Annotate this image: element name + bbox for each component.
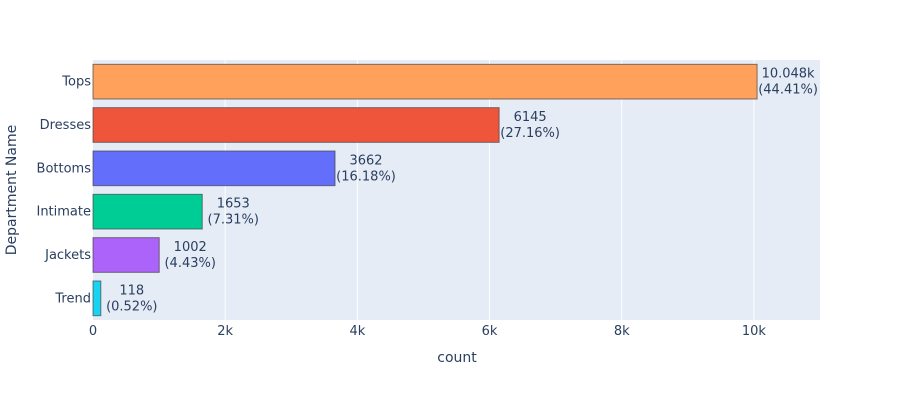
bar-dresses xyxy=(92,107,500,143)
value-label-tops: 10.048k xyxy=(762,67,815,82)
value-label-jackets: 1002 xyxy=(174,240,207,255)
bar-bottoms xyxy=(92,150,336,187)
percent-label-trend: (0.52%) xyxy=(106,299,157,314)
bars xyxy=(92,63,758,317)
value-label-intimate: 1653 xyxy=(217,197,250,212)
value-label-trend: 118 xyxy=(119,283,144,298)
plot-area xyxy=(93,60,820,320)
y-tick-label-dresses: Dresses xyxy=(40,118,92,133)
y-axis-title: Department Name xyxy=(4,125,20,255)
x-tick-label-2: 4k xyxy=(349,324,365,339)
percent-label-jackets: (4.43%) xyxy=(164,256,215,271)
y-tick-label-bottoms: Bottoms xyxy=(37,161,92,176)
bar-jackets xyxy=(92,237,160,273)
grid-lines xyxy=(224,60,755,320)
percent-label-intimate: (7.31%) xyxy=(208,213,259,228)
percent-label-tops: (44.41%) xyxy=(758,83,818,98)
percent-label-dresses: (27.16%) xyxy=(500,126,560,141)
percent-label-bottoms: (16.18%) xyxy=(336,169,396,184)
bar-intimate xyxy=(92,193,203,230)
y-tick-label-jackets: Jackets xyxy=(44,248,91,263)
x-tick-label-1: 2k xyxy=(217,324,233,339)
y-tick-labels: Tops Dresses Bottoms Intimate Jackets Trend xyxy=(36,75,91,307)
value-label-bottoms: 3662 xyxy=(349,153,382,168)
x-axis-title: count xyxy=(437,350,477,366)
bar-tops xyxy=(92,63,758,100)
value-label-dresses: 6145 xyxy=(514,110,547,125)
x-tick-label-4: 8k xyxy=(614,324,630,339)
y-tick-label-intimate: Intimate xyxy=(36,205,91,220)
x-tick-label-3: 6k xyxy=(482,324,498,339)
x-tick-label-5: 10k xyxy=(742,324,767,339)
y-tick-label-tops: Tops xyxy=(61,75,91,90)
y-tick-label-trend: Trend xyxy=(54,291,91,306)
x-tick-label-0: 0 xyxy=(89,324,97,339)
data-labels: 10.048k(44.41%) 6145(27.16%) 3662(16.18%) 1… xyxy=(106,67,818,315)
x-tick-labels: 0 2k 4k 6k 8k 10k xyxy=(89,324,767,339)
bar-trend xyxy=(92,280,102,317)
